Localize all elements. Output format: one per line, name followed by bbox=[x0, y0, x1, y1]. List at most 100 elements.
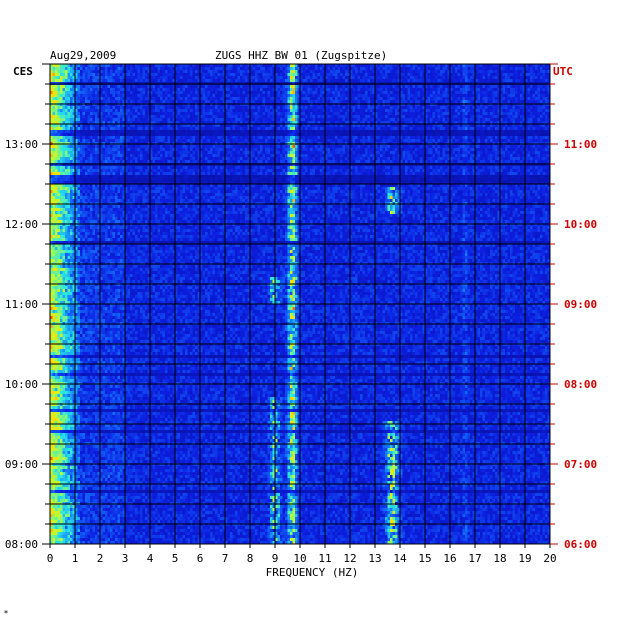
heatmap-cell bbox=[353, 112, 356, 115]
heatmap-cell bbox=[405, 130, 408, 133]
heatmap-cell bbox=[183, 115, 186, 118]
heatmap-cell bbox=[63, 67, 66, 70]
heatmap-cell bbox=[495, 118, 498, 121]
heatmap-cell bbox=[410, 118, 413, 121]
heatmap-cell bbox=[358, 109, 361, 112]
heatmap-cell bbox=[428, 106, 431, 109]
heatmap-cell bbox=[130, 112, 133, 115]
heatmap-cell bbox=[463, 130, 466, 133]
heatmap-cell bbox=[320, 79, 323, 82]
heatmap-cell bbox=[153, 133, 156, 136]
heatmap-cell bbox=[240, 112, 243, 115]
heatmap-cell bbox=[140, 79, 143, 82]
heatmap-cell bbox=[415, 91, 418, 94]
heatmap-cell bbox=[163, 112, 166, 115]
heatmap-cell bbox=[480, 115, 483, 118]
heatmap-cell bbox=[520, 103, 523, 106]
heatmap-cell bbox=[493, 88, 496, 91]
heatmap-cell bbox=[138, 94, 141, 97]
heatmap-cell bbox=[380, 67, 383, 70]
heatmap-cell bbox=[128, 67, 131, 70]
heatmap-cell bbox=[480, 100, 483, 103]
heatmap-cell bbox=[170, 97, 173, 100]
heatmap-cell bbox=[303, 118, 306, 121]
heatmap-cell bbox=[465, 133, 468, 136]
heatmap-cell bbox=[70, 85, 73, 88]
heatmap-cell bbox=[435, 112, 438, 115]
heatmap-cell bbox=[338, 97, 341, 100]
heatmap-cell bbox=[418, 88, 421, 91]
heatmap-cell bbox=[68, 103, 71, 106]
heatmap-cell bbox=[68, 97, 71, 100]
heatmap-cell bbox=[440, 136, 443, 139]
heatmap-cell bbox=[533, 103, 536, 106]
heatmap-cell bbox=[215, 97, 218, 100]
heatmap-cell bbox=[188, 76, 191, 79]
heatmap-cell bbox=[80, 67, 83, 70]
heatmap-cell bbox=[90, 136, 93, 139]
heatmap-cell bbox=[158, 136, 161, 139]
heatmap-cell bbox=[503, 85, 506, 88]
heatmap-cell bbox=[413, 100, 416, 103]
heatmap-cell bbox=[120, 133, 123, 136]
heatmap-cell bbox=[178, 70, 181, 73]
heatmap-cell bbox=[120, 67, 123, 70]
heatmap-cell bbox=[440, 115, 443, 118]
heatmap-cell bbox=[428, 136, 431, 139]
heatmap-cell bbox=[145, 127, 148, 130]
heatmap-cell bbox=[270, 133, 273, 136]
heatmap-cell bbox=[130, 118, 133, 121]
heatmap-cell bbox=[165, 91, 168, 94]
heatmap-cell bbox=[120, 97, 123, 100]
heatmap-cell bbox=[135, 73, 138, 76]
heatmap-cell bbox=[63, 133, 66, 136]
heatmap-cell bbox=[58, 118, 61, 121]
heatmap-cell bbox=[518, 76, 521, 79]
heatmap-cell bbox=[410, 79, 413, 82]
heatmap-cell bbox=[343, 70, 346, 73]
heatmap-cell bbox=[288, 127, 291, 130]
heatmap-cell bbox=[115, 118, 118, 121]
heatmap-cell bbox=[68, 79, 71, 82]
heatmap-cell bbox=[278, 118, 281, 121]
heatmap-cell bbox=[415, 79, 418, 82]
heatmap-cell bbox=[540, 109, 543, 112]
heatmap-cell bbox=[483, 112, 486, 115]
heatmap-cell bbox=[255, 67, 258, 70]
heatmap-cell bbox=[445, 94, 448, 97]
heatmap-cell bbox=[478, 118, 481, 121]
heatmap-cell bbox=[278, 67, 281, 70]
heatmap-cell bbox=[153, 106, 156, 109]
heatmap-cell bbox=[478, 112, 481, 115]
heatmap-cell bbox=[215, 88, 218, 91]
heatmap-cell bbox=[355, 91, 358, 94]
heatmap-cell bbox=[440, 67, 443, 70]
heatmap-cell bbox=[215, 109, 218, 112]
heatmap-cell bbox=[360, 106, 363, 109]
heatmap-cell bbox=[145, 112, 148, 115]
heatmap-cell bbox=[313, 112, 316, 115]
heatmap-cell bbox=[115, 67, 118, 70]
heatmap-cell bbox=[108, 130, 111, 133]
heatmap-cell bbox=[193, 118, 196, 121]
heatmap-cell bbox=[318, 106, 321, 109]
heatmap-cell bbox=[393, 118, 396, 121]
heatmap-cell bbox=[433, 85, 436, 88]
heatmap-cell bbox=[185, 97, 188, 100]
heatmap-cell bbox=[408, 109, 411, 112]
heatmap-cell bbox=[345, 109, 348, 112]
heatmap-cell bbox=[418, 136, 421, 139]
heatmap-cell bbox=[260, 88, 263, 91]
heatmap-cell bbox=[163, 97, 166, 100]
heatmap-cell bbox=[490, 79, 493, 82]
heatmap-cell bbox=[458, 79, 461, 82]
heatmap-cell bbox=[188, 85, 191, 88]
heatmap-cell bbox=[488, 133, 491, 136]
heatmap-cell bbox=[303, 91, 306, 94]
heatmap-cell bbox=[395, 100, 398, 103]
heatmap-cell bbox=[83, 79, 86, 82]
heatmap-cell bbox=[83, 118, 86, 121]
heatmap-cell bbox=[295, 109, 298, 112]
heatmap-cell bbox=[278, 106, 281, 109]
heatmap-cell bbox=[330, 79, 333, 82]
